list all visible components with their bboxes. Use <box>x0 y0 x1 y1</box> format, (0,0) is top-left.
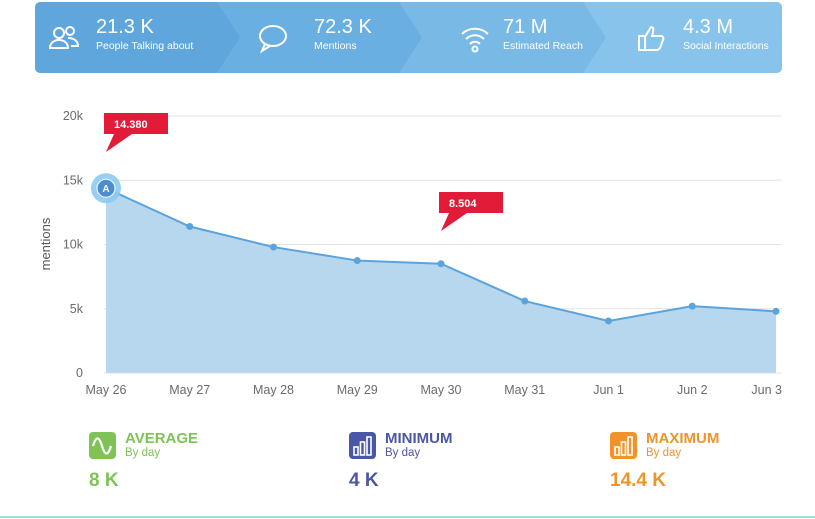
wave-icon <box>89 432 116 459</box>
callout-value: 14.380 <box>114 119 148 131</box>
value-callout: 8.504 <box>439 192 503 231</box>
stat-value: 21.3 K <box>96 16 154 38</box>
stat-mentions[interactable]: 72.3 K Mentions <box>217 2 442 73</box>
speech-bubble-icon <box>259 25 287 54</box>
kpi-title: MINIMUM <box>385 430 453 447</box>
wifi-reach-icon <box>461 27 489 53</box>
kpi-subtitle: By day <box>646 447 682 459</box>
kpi-subtitle: By day <box>125 447 161 459</box>
y-tick-label: 5k <box>70 302 84 316</box>
x-tick-label: Jun 1 <box>593 383 624 397</box>
kpi-value: 14.4 K <box>610 470 666 491</box>
callout-value: 8.504 <box>449 198 477 210</box>
stat-value: 72.3 K <box>314 16 372 38</box>
data-point[interactable] <box>186 223 194 231</box>
thumbs-up-icon <box>638 25 665 51</box>
stat-label: People Talking about <box>96 40 194 52</box>
series-area <box>106 188 776 373</box>
data-point[interactable] <box>353 257 361 265</box>
x-tick-label: May 28 <box>253 383 294 397</box>
kpi-title: MAXIMUM <box>646 430 720 447</box>
bar-chart-icon <box>610 432 637 459</box>
event-marker-label: A <box>102 184 109 195</box>
callout-box <box>439 192 503 213</box>
bar-chart-icon <box>349 432 376 459</box>
stat-value: 71 M <box>503 16 548 38</box>
callout-box <box>104 113 168 134</box>
x-tick-label: May 27 <box>169 383 210 397</box>
stat-label: Mentions <box>314 40 357 52</box>
stats-bar: 21.3 K People Talking about 72.3 K Menti… <box>35 2 782 73</box>
stat-people[interactable]: 21.3 K People Talking about <box>35 2 240 73</box>
x-tick-label: May 31 <box>504 383 545 397</box>
y-tick-label: 0 <box>76 366 83 380</box>
stat-interactions[interactable]: 4.3 M Social Interactions <box>583 2 782 73</box>
data-point[interactable] <box>437 260 445 268</box>
callout-pointer <box>106 134 132 152</box>
footer-divider <box>0 516 815 518</box>
value-callout: 14.380 <box>104 113 168 152</box>
stat-reach[interactable]: 71 M Estimated Reach <box>399 2 624 73</box>
data-point[interactable] <box>772 307 780 315</box>
kpi-value: 8 K <box>89 470 119 491</box>
x-tick-label: May 30 <box>421 383 462 397</box>
kpi-subtitle: By day <box>385 447 421 459</box>
x-tick-label: May 29 <box>337 383 378 397</box>
event-marker[interactable] <box>96 178 116 198</box>
kpi-value: 4 K <box>349 470 379 491</box>
people-icon <box>48 26 80 49</box>
data-point[interactable] <box>521 297 529 305</box>
y-tick-label: 15k <box>63 173 84 187</box>
stat-label: Social Interactions <box>683 40 769 52</box>
stat-value: 4.3 M <box>683 16 734 38</box>
x-tick-label: Jun 3 <box>751 383 782 397</box>
y-tick-label: 20k <box>63 109 84 123</box>
data-point[interactable] <box>605 317 612 325</box>
mentions-chart: mentions 0 5k 10k 15k 20k May 26 May 27 May 28… <box>0 95 815 410</box>
callout-pointer <box>441 213 467 231</box>
y-axis-label: mentions <box>38 217 53 270</box>
data-point[interactable] <box>270 243 277 251</box>
stat-label: Estimated Reach <box>503 40 583 52</box>
x-tick-label: May 26 <box>86 383 127 397</box>
data-point[interactable] <box>688 302 696 310</box>
kpi-title: AVERAGE <box>125 430 199 447</box>
x-tick-label: Jun 2 <box>677 383 708 397</box>
y-tick-label: 10k <box>63 238 84 252</box>
